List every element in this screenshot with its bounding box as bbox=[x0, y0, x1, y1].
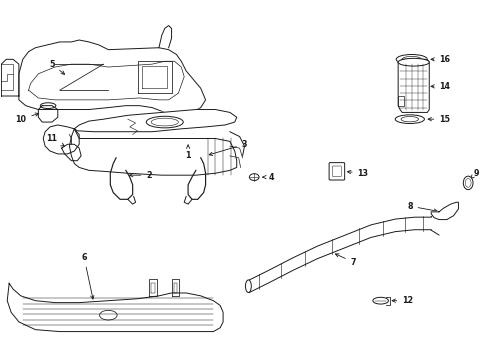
Text: 3: 3 bbox=[209, 140, 247, 156]
Text: 5: 5 bbox=[49, 60, 64, 75]
Text: 13: 13 bbox=[346, 169, 368, 178]
Text: 16: 16 bbox=[430, 55, 449, 64]
Text: 9: 9 bbox=[469, 169, 478, 179]
Text: 4: 4 bbox=[262, 172, 274, 181]
Ellipse shape bbox=[397, 58, 428, 66]
Polygon shape bbox=[69, 129, 236, 175]
Text: 15: 15 bbox=[427, 115, 449, 124]
Ellipse shape bbox=[462, 176, 472, 190]
Text: 2: 2 bbox=[129, 171, 152, 180]
Text: 1: 1 bbox=[185, 145, 190, 160]
Polygon shape bbox=[74, 109, 236, 132]
Text: 7: 7 bbox=[335, 254, 355, 266]
Text: 6: 6 bbox=[81, 253, 94, 299]
Text: 8: 8 bbox=[406, 202, 436, 212]
Text: 11: 11 bbox=[46, 134, 64, 146]
Polygon shape bbox=[7, 283, 223, 332]
Text: 14: 14 bbox=[430, 82, 449, 91]
Ellipse shape bbox=[395, 54, 427, 64]
Text: 12: 12 bbox=[391, 296, 412, 305]
Ellipse shape bbox=[394, 115, 424, 123]
Polygon shape bbox=[43, 125, 79, 154]
Ellipse shape bbox=[245, 280, 251, 292]
Text: 10: 10 bbox=[15, 113, 39, 124]
Polygon shape bbox=[397, 59, 428, 112]
Polygon shape bbox=[430, 202, 458, 220]
